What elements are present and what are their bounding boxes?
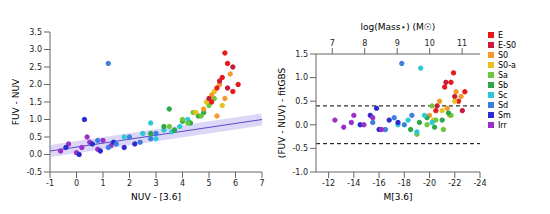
svg-text:NUV - [3.6]: NUV - [3.6] <box>131 192 181 202</box>
svg-text:4: 4 <box>180 179 185 188</box>
svg-text:7: 7 <box>259 179 264 188</box>
svg-text:2: 2 <box>127 179 132 188</box>
html-text:Sb: Sb <box>498 80 509 90</box>
svg-text:1.0: 1.0 <box>29 115 42 124</box>
svg-text:7: 7 <box>330 39 335 48</box>
svg-text:11: 11 <box>457 39 467 48</box>
svg-text:-18: -18 <box>398 179 411 188</box>
svg-text:1.0: 1.0 <box>295 73 308 82</box>
svg-text:1.5: 1.5 <box>295 50 308 59</box>
svg-text:0.5: 0.5 <box>29 133 42 142</box>
svg-text:-20: -20 <box>423 179 436 188</box>
html-text:Sm: Sm <box>498 110 511 120</box>
svg-text:3: 3 <box>153 179 158 188</box>
svg-text:3.5: 3.5 <box>29 28 42 37</box>
html-text:S0-a: S0-a <box>498 60 516 70</box>
svg-text:1.5: 1.5 <box>29 98 42 107</box>
svg-text:-16: -16 <box>373 179 386 188</box>
svg-text:2.5: 2.5 <box>29 63 42 72</box>
svg-text:3.0: 3.0 <box>29 45 42 54</box>
svg-text:0.0: 0.0 <box>29 150 42 159</box>
svg-text:-1: -1 <box>46 179 54 188</box>
svg-text:5: 5 <box>206 179 211 188</box>
html-text:Sc: Sc <box>498 90 508 100</box>
svg-text:2.0: 2.0 <box>29 80 42 89</box>
html-text:Irr: Irr <box>498 120 507 130</box>
svg-text:-0.5: -0.5 <box>292 144 308 153</box>
svg-text:0.0: 0.0 <box>295 121 308 130</box>
html-text:Sd: Sd <box>498 100 509 110</box>
svg-text:0: 0 <box>74 179 79 188</box>
svg-text:M[3.6]: M[3.6] <box>383 192 412 202</box>
svg-text:10: 10 <box>425 39 435 48</box>
html-text:E: E <box>498 30 504 40</box>
svg-text:-14: -14 <box>347 179 360 188</box>
html-text:E-S0: E-S0 <box>498 40 517 50</box>
svg-text:-0.5: -0.5 <box>26 168 42 177</box>
svg-text:FUV - NUV: FUV - NUV <box>11 78 21 125</box>
svg-text:6: 6 <box>233 179 238 188</box>
svg-text:8: 8 <box>362 39 367 48</box>
svg-text:-12: -12 <box>322 179 335 188</box>
svg-text:0.5: 0.5 <box>295 97 308 106</box>
svg-text:log(Mass⋆) (M☉): log(Mass⋆) (M☉) <box>361 22 436 32</box>
html-text:Sa: Sa <box>498 70 508 80</box>
svg-text:-1.0: -1.0 <box>292 168 308 177</box>
html-text:S0: S0 <box>498 50 509 60</box>
svg-text:1: 1 <box>100 179 105 188</box>
svg-text:(FUV - NUV) - fitGBS: (FUV - NUV) - fitGBS <box>277 68 287 159</box>
svg-text:9: 9 <box>395 39 400 48</box>
svg-text:-22: -22 <box>448 179 461 188</box>
svg-text:-24: -24 <box>473 179 486 188</box>
